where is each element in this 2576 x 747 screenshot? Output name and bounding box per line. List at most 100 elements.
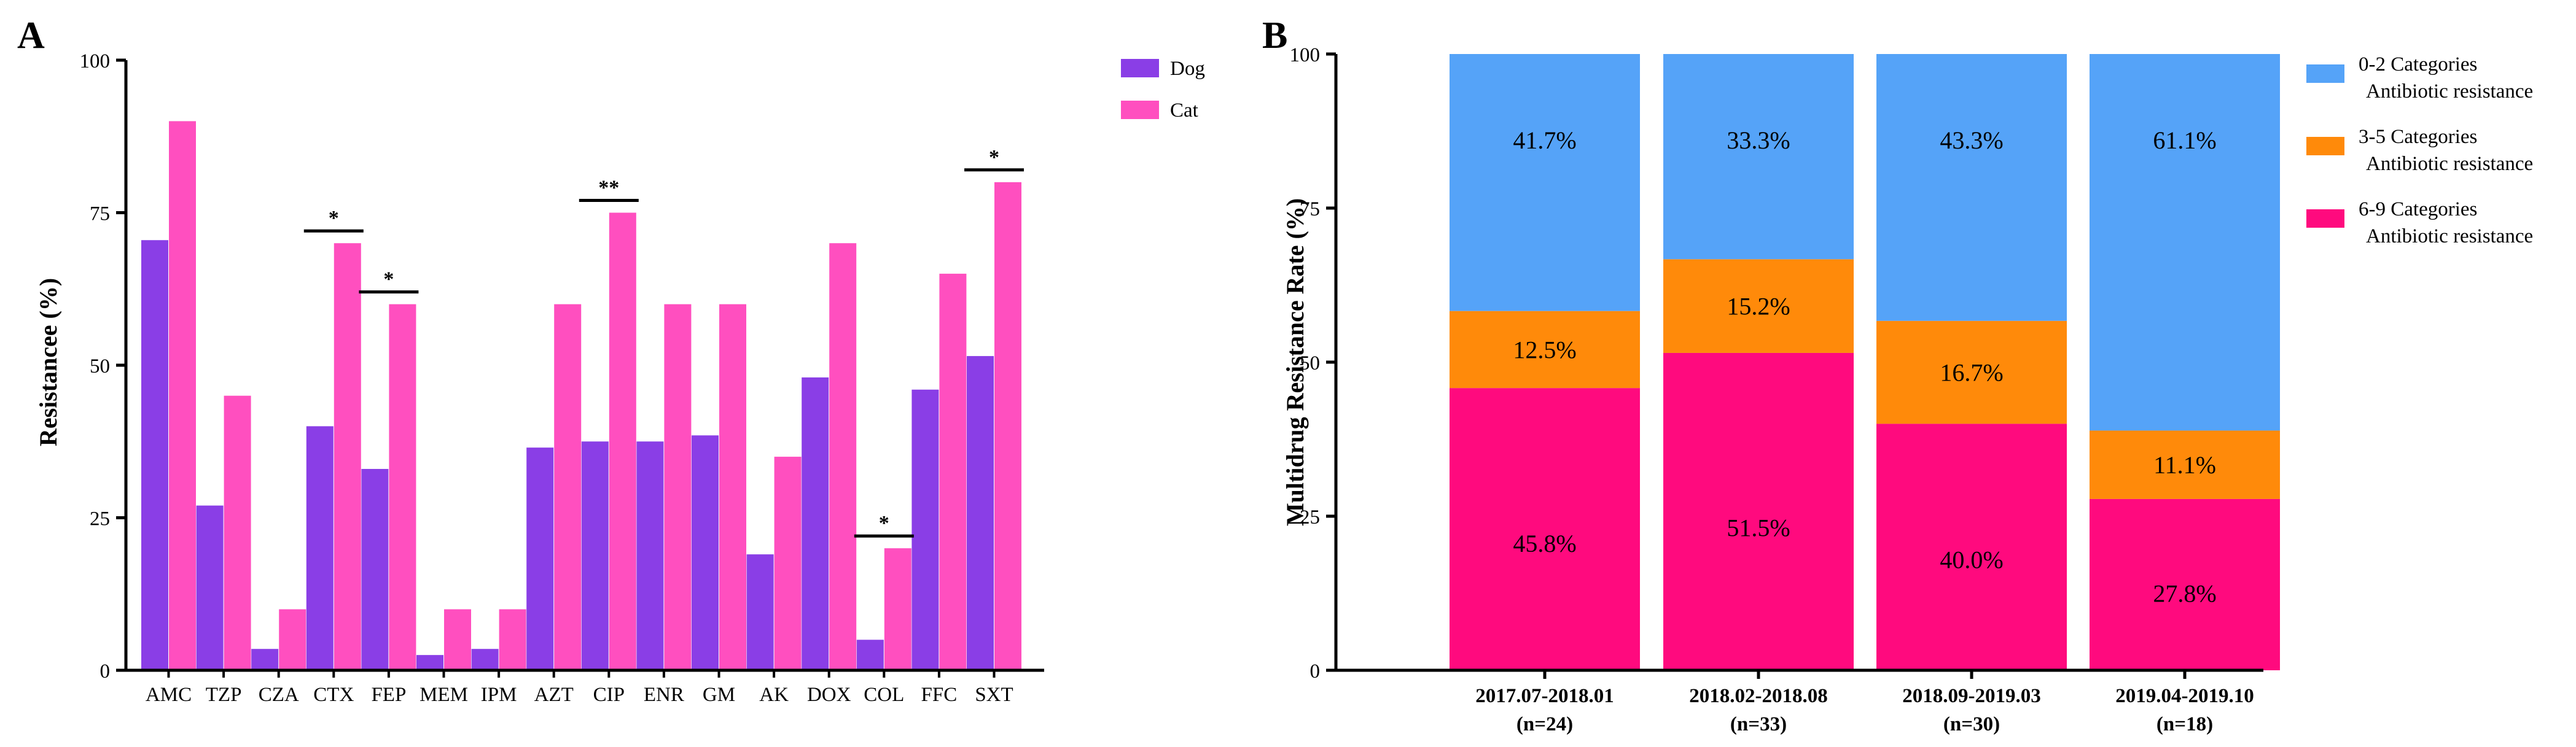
segment-6-9-categories xyxy=(1663,352,1854,670)
significance-label: * xyxy=(879,512,889,535)
bar-dog-mem xyxy=(416,655,443,670)
segment-3-5-categories xyxy=(1876,320,2067,424)
y-tick-label: 0 xyxy=(100,660,111,683)
bar-cat-amc xyxy=(169,121,196,670)
x-tick-label: DOX xyxy=(807,684,851,706)
data-label: 12.5% xyxy=(1513,336,1576,363)
bar-cat-mem xyxy=(444,609,471,670)
y-tick-label: 75 xyxy=(1300,198,1320,220)
segment-3-5-categories xyxy=(1450,311,1640,389)
data-label: 51.5% xyxy=(1727,514,1790,541)
legend-swatch xyxy=(2306,137,2344,155)
bar-dog-col xyxy=(856,640,884,670)
legend-swatch-dog xyxy=(1121,59,1159,77)
data-label: 40.0% xyxy=(1940,546,2003,573)
legend-label-line1: 0-2 Categories xyxy=(2359,53,2477,75)
segment-6-9-categories xyxy=(1450,388,1640,670)
bar-dog-cza xyxy=(251,649,279,670)
bar-cat-sxt xyxy=(994,182,1021,670)
panel-a-chart: A Resistancee (%) ****** AMC TZP CZA CTX FEP… xyxy=(17,15,1205,706)
panel-b-y-axis-label: Multidrug Resistance Rate (%) xyxy=(1281,198,1309,526)
x-tick-label-period: 2018.09-2019.03 xyxy=(1902,685,2041,707)
x-tick-label: GM xyxy=(703,684,735,706)
x-tick-label-n: (n=18) xyxy=(2156,713,2213,735)
bar-cat-gm xyxy=(719,304,746,671)
bar-dog-ipm xyxy=(471,649,499,670)
bar-cat-cip xyxy=(609,212,636,670)
x-tick-label: FEP xyxy=(371,684,406,706)
x-tick-label: FFC xyxy=(921,684,958,706)
legend-label-cat: Cat xyxy=(1170,99,1198,122)
segment-6-9-categories xyxy=(1876,424,2067,670)
legend-label-line2: Antibiotic resistance xyxy=(2366,225,2533,247)
data-label: 45.8% xyxy=(1513,530,1576,557)
segment-0-2-categories xyxy=(1876,54,2067,321)
segment-0-2-categories xyxy=(2090,54,2280,431)
bar-dog-fep xyxy=(361,468,389,670)
legend-swatch xyxy=(2306,64,2344,83)
bar-cat-enr xyxy=(664,304,692,671)
bar-cat-cza xyxy=(279,609,306,670)
significance-label: * xyxy=(989,146,999,169)
bar-cat-ffc xyxy=(939,273,967,670)
bar-cat-fep xyxy=(389,304,416,671)
bar-dog-azt xyxy=(526,447,554,670)
legend-swatch xyxy=(2306,209,2344,228)
panel-a-y-axis-label: Resistancee (%) xyxy=(34,278,62,446)
data-label: 61.1% xyxy=(2153,126,2216,154)
significance-label: * xyxy=(383,268,394,291)
bar-dog-cip xyxy=(581,441,609,670)
bar-cat-azt xyxy=(554,304,582,671)
bar-dog-dox xyxy=(802,377,829,670)
x-tick-label: AK xyxy=(759,684,789,706)
x-tick-label: ENR xyxy=(644,684,684,706)
data-label: 15.2% xyxy=(1727,293,1790,320)
bar-dog-amc xyxy=(141,240,168,671)
y-tick-label: 75 xyxy=(90,203,110,225)
bar-dog-tzp xyxy=(196,505,224,670)
x-tick-label: AZT xyxy=(534,684,574,706)
legend-label-line1: 6-9 Categories xyxy=(2359,198,2477,220)
legend-label-line2: Antibiotic resistance xyxy=(2366,153,2533,175)
x-tick-label: CIP xyxy=(593,684,625,706)
segment-3-5-categories xyxy=(2090,430,2280,499)
y-tick-label: 50 xyxy=(90,355,110,377)
y-tick-label: 100 xyxy=(80,50,111,72)
bar-dog-ffc xyxy=(911,389,939,670)
bar-dog-ak xyxy=(746,554,774,670)
bar-dog-gm xyxy=(692,435,719,670)
x-tick-label-period: 2017.07-2018.01 xyxy=(1475,685,1614,707)
significance-label: ** xyxy=(598,177,619,199)
data-label: 16.7% xyxy=(1940,359,2003,387)
x-tick-label: SXT xyxy=(975,684,1013,706)
legend-label-line2: Antibiotic resistance xyxy=(2366,80,2533,103)
legend-label-line1: 3-5 Categories xyxy=(2359,126,2477,148)
bar-cat-ctx xyxy=(334,243,361,670)
bar-dog-ctx xyxy=(306,426,334,670)
data-label: 43.3% xyxy=(1940,126,2003,154)
bar-cat-ipm xyxy=(499,609,526,670)
bar-dog-enr xyxy=(636,441,664,670)
segment-3-5-categories xyxy=(1663,259,1854,353)
data-label: 11.1% xyxy=(2153,451,2216,479)
legend-label-dog: Dog xyxy=(1170,58,1205,80)
x-tick-label: MEM xyxy=(420,684,468,706)
x-tick-label: TZP xyxy=(206,684,242,706)
x-tick-label: COL xyxy=(864,684,904,706)
x-tick-label: CTX xyxy=(313,684,354,706)
significance-label: * xyxy=(329,207,339,230)
y-tick-label: 50 xyxy=(1300,352,1320,374)
panel-b-letter: B xyxy=(1262,15,1287,56)
bar-cat-dox xyxy=(829,243,857,670)
data-label: 27.8% xyxy=(2153,579,2216,607)
panel-b-chart: B Multidrug Resistance Rate (%) 45.8% 12.… xyxy=(1262,15,2533,735)
x-tick-label: AMC xyxy=(146,684,192,706)
segment-6-9-categories xyxy=(2090,498,2280,670)
y-tick-label: 0 xyxy=(1310,660,1321,683)
y-tick-label: 25 xyxy=(90,508,110,530)
bar-cat-ak xyxy=(774,457,802,670)
x-tick-label: CZA xyxy=(259,684,299,706)
panel-a-letter: A xyxy=(17,15,45,56)
segment-0-2-categories xyxy=(1450,54,1640,311)
x-tick-label-period: 2018.02-2018.08 xyxy=(1689,685,1828,707)
